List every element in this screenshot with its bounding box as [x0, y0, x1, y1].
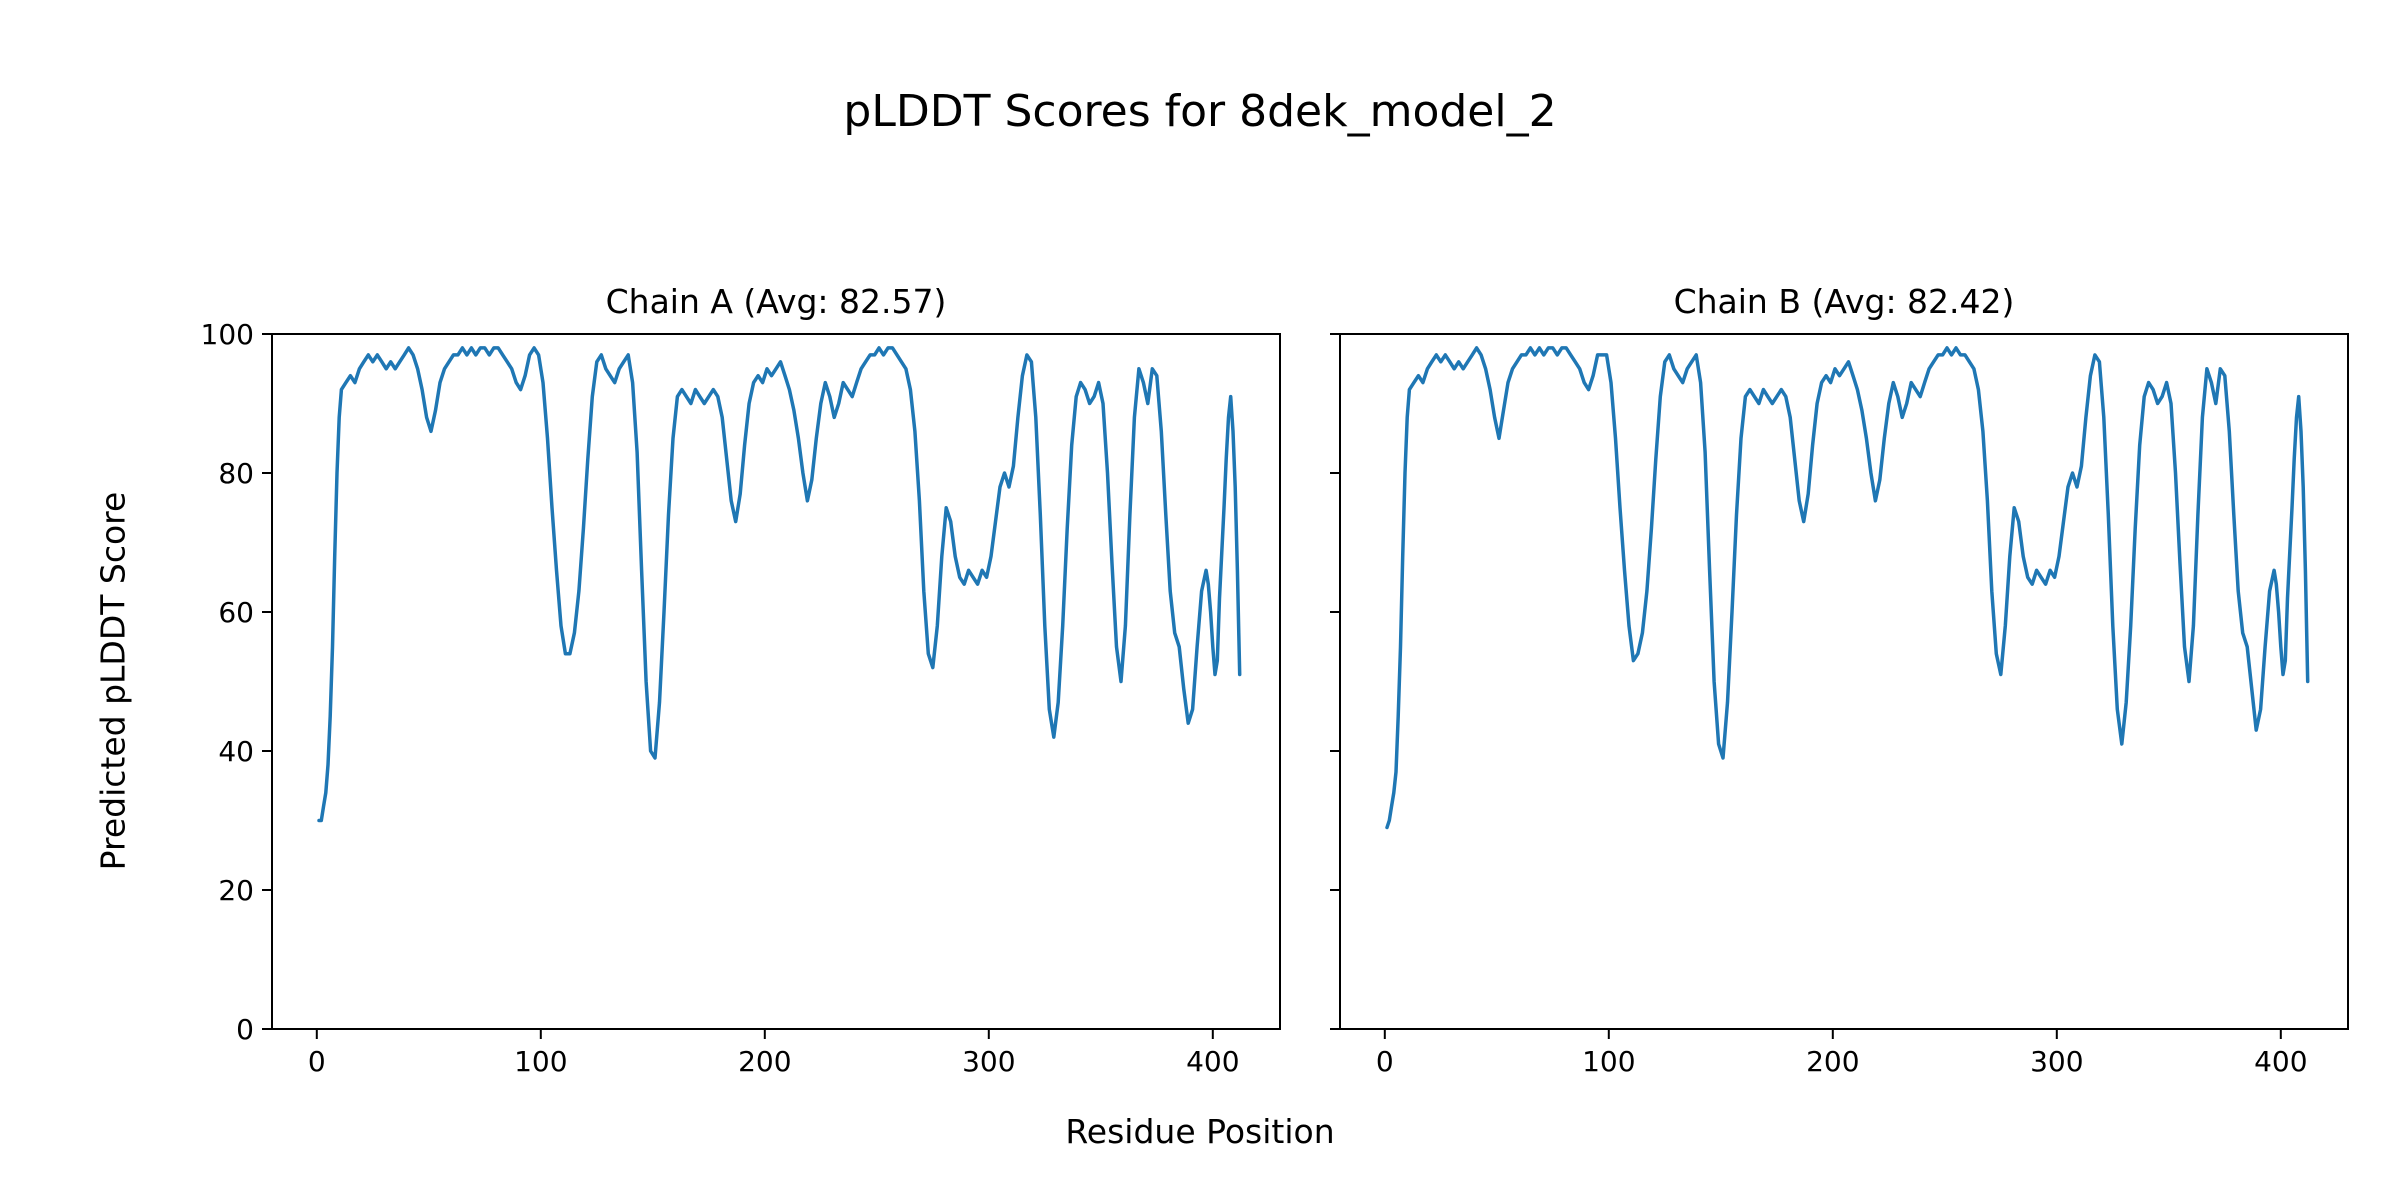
- x-tick-label: 400: [1186, 1045, 1239, 1078]
- plddt-line: [1385, 346, 2310, 830]
- x-tick-label: 300: [2030, 1045, 2083, 1078]
- y-axis-label: Predicted pLDDT Score: [93, 491, 133, 871]
- axes-spines: [271, 333, 1281, 1030]
- y-tick-label: 80: [218, 457, 254, 490]
- x-tick-label: 400: [2254, 1045, 2307, 1078]
- y-tick-label: 60: [218, 596, 254, 629]
- subplot-title-chain-a: Chain A (Avg: 82.57): [605, 282, 947, 321]
- x-tick-label: 100: [514, 1045, 567, 1078]
- figure-title: pLDDT Scores for 8dek_model_2: [843, 86, 1557, 137]
- x-tick-label: 0: [308, 1045, 326, 1078]
- x-tick-label: 300: [962, 1045, 1015, 1078]
- subplot-title-chain-b: Chain B (Avg: 82.42): [1673, 282, 2015, 321]
- x-tick-label: 200: [738, 1045, 791, 1078]
- x-tick-label: 0: [1376, 1045, 1394, 1078]
- x-axis-label: Residue Position: [1065, 1112, 1335, 1151]
- y-tick-label: 40: [218, 735, 254, 768]
- x-tick-label: 200: [1806, 1045, 1859, 1078]
- y-tick-label: 100: [201, 318, 254, 351]
- axes-spines: [1339, 333, 2349, 1030]
- x-tick-label: 100: [1582, 1045, 1635, 1078]
- plddt-line: [317, 346, 1242, 823]
- y-tick-label: 0: [236, 1013, 254, 1046]
- y-tick-label: 20: [218, 874, 254, 907]
